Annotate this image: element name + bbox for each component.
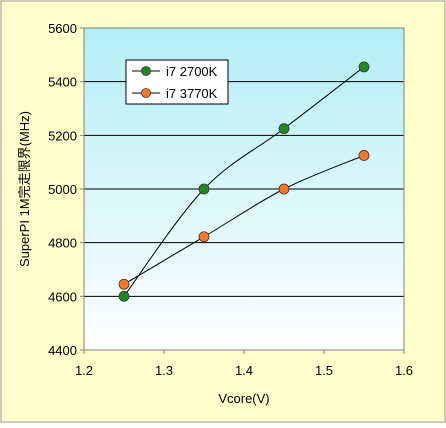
series-line-0 xyxy=(123,66,365,297)
legend-label: i7 2700K xyxy=(166,64,218,79)
series-line-1 xyxy=(123,155,365,285)
data-point-0 xyxy=(118,290,130,302)
legend-marker xyxy=(141,66,151,76)
x-axis-label: Vcore(V) xyxy=(218,391,269,406)
x-tick-label: 1.2 xyxy=(75,363,93,378)
y-tick-label: 4400 xyxy=(48,343,77,358)
y-tick-label: 4800 xyxy=(48,236,77,251)
legend-label: i7 3770K xyxy=(166,86,218,101)
y-tick-label: 5600 xyxy=(48,21,77,36)
data-point-1 xyxy=(358,150,370,161)
legend: i7 2700K i7 3770K xyxy=(125,59,229,105)
y-tick-label: 5200 xyxy=(48,128,77,143)
data-point-1 xyxy=(118,278,130,290)
data-point-0 xyxy=(278,123,290,135)
x-tick-label: 1.6 xyxy=(395,363,413,378)
data-point-0 xyxy=(358,61,370,73)
x-tick-label: 1.5 xyxy=(315,363,333,378)
axis-ticks: 4400 4600 4800 5000 5200 5400 5600 1.2 1.3 1.4 1.5… xyxy=(48,21,413,378)
x-tick-label: 1.3 xyxy=(155,363,173,378)
legend-marker xyxy=(141,88,151,98)
x-tick-label: 1.4 xyxy=(235,363,253,378)
data-point-1 xyxy=(278,183,290,195)
y-tick-label: 5400 xyxy=(48,75,77,90)
data-point-1 xyxy=(198,231,210,243)
y-axis-label: SuperPI 1M完走限界(MHz) xyxy=(17,111,32,267)
y-tick-label: 5000 xyxy=(48,182,77,197)
data-point-0 xyxy=(198,183,210,195)
y-tick-label: 4600 xyxy=(48,289,77,304)
series-layer xyxy=(118,61,370,302)
